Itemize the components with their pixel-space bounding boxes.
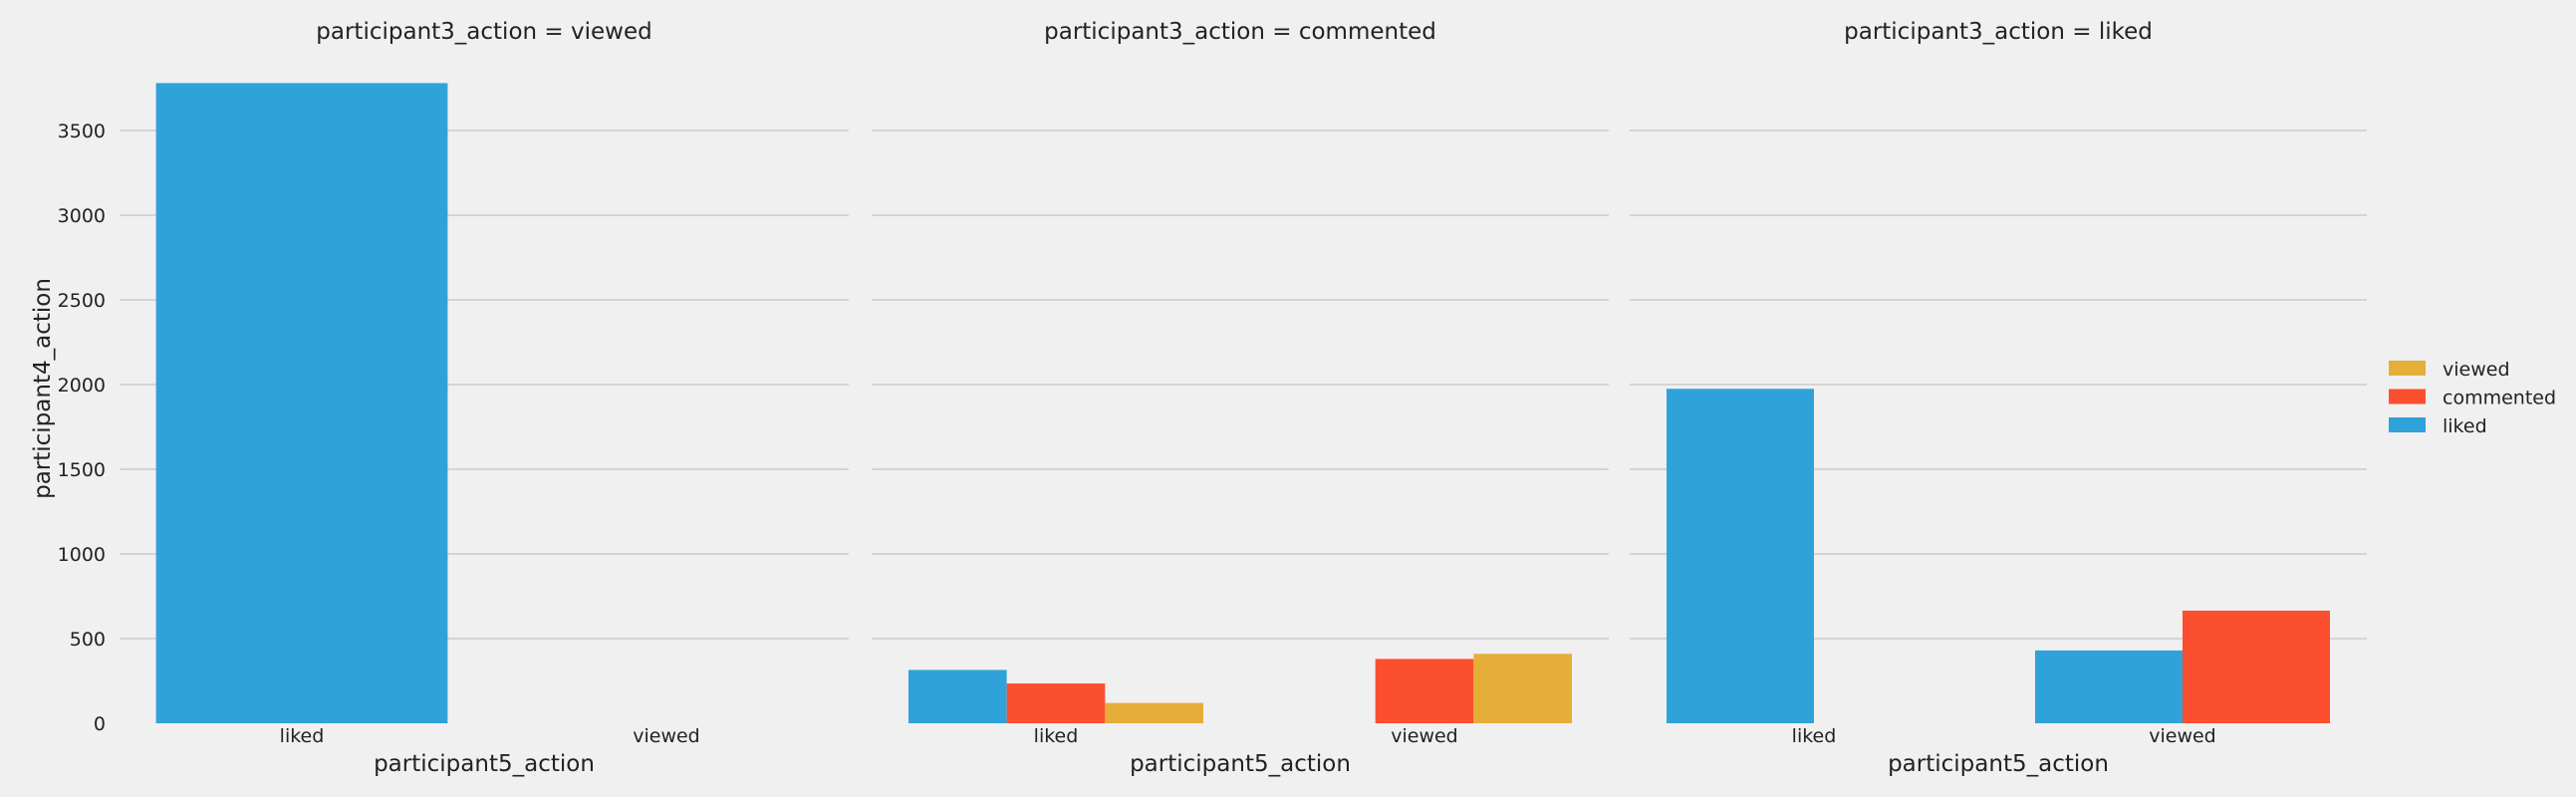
legend-swatch-commented <box>2389 389 2426 404</box>
y-tick-label: 2500 <box>58 290 106 312</box>
y-tick-label: 3000 <box>58 205 106 227</box>
x-tick-label: liked <box>280 725 325 747</box>
legend-swatch-liked <box>2389 417 2426 432</box>
y-tick-label: 500 <box>70 629 106 651</box>
bar-liked-liked <box>908 669 1007 723</box>
x-tick-label: liked <box>1792 725 1837 747</box>
legend-swatch-viewed <box>2389 361 2426 376</box>
facet-title: participant3_action = viewed <box>316 19 651 45</box>
facet-title: participant3_action = liked <box>1844 19 2153 45</box>
bar-viewed-commented <box>2183 610 2330 723</box>
legend-label-commented: commented <box>2443 388 2556 409</box>
bar-viewed-commented <box>1375 659 1474 723</box>
y-tick-label: 3500 <box>58 121 106 142</box>
x-tick-label: viewed <box>2149 725 2216 747</box>
bar-liked-viewed <box>1105 702 1203 723</box>
bar-liked-commented <box>1006 683 1106 723</box>
legend-label-liked: liked <box>2443 415 2487 437</box>
x-tick-label: viewed <box>1391 725 1458 747</box>
y-axis-label: participant4_action <box>30 278 56 499</box>
bar-viewed-liked <box>2035 650 2183 723</box>
x-axis-label: participant5_action <box>1888 751 2109 777</box>
y-tick-label: 1000 <box>58 544 106 566</box>
bar-liked-liked <box>1667 389 1814 723</box>
bar-liked-liked <box>155 83 448 723</box>
facet-title: participant3_action = commented <box>1044 19 1436 45</box>
y-tick-label: 2000 <box>58 375 106 397</box>
legend-label-viewed: viewed <box>2443 359 2510 381</box>
x-tick-label: viewed <box>633 725 700 747</box>
x-axis-label: participant5_action <box>374 751 595 777</box>
bar-viewed-viewed <box>1473 654 1572 723</box>
x-tick-label: liked <box>1034 725 1079 747</box>
y-tick-label: 0 <box>94 713 106 735</box>
y-tick-label: 1500 <box>58 459 106 481</box>
x-axis-label: participant5_action <box>1130 751 1351 777</box>
